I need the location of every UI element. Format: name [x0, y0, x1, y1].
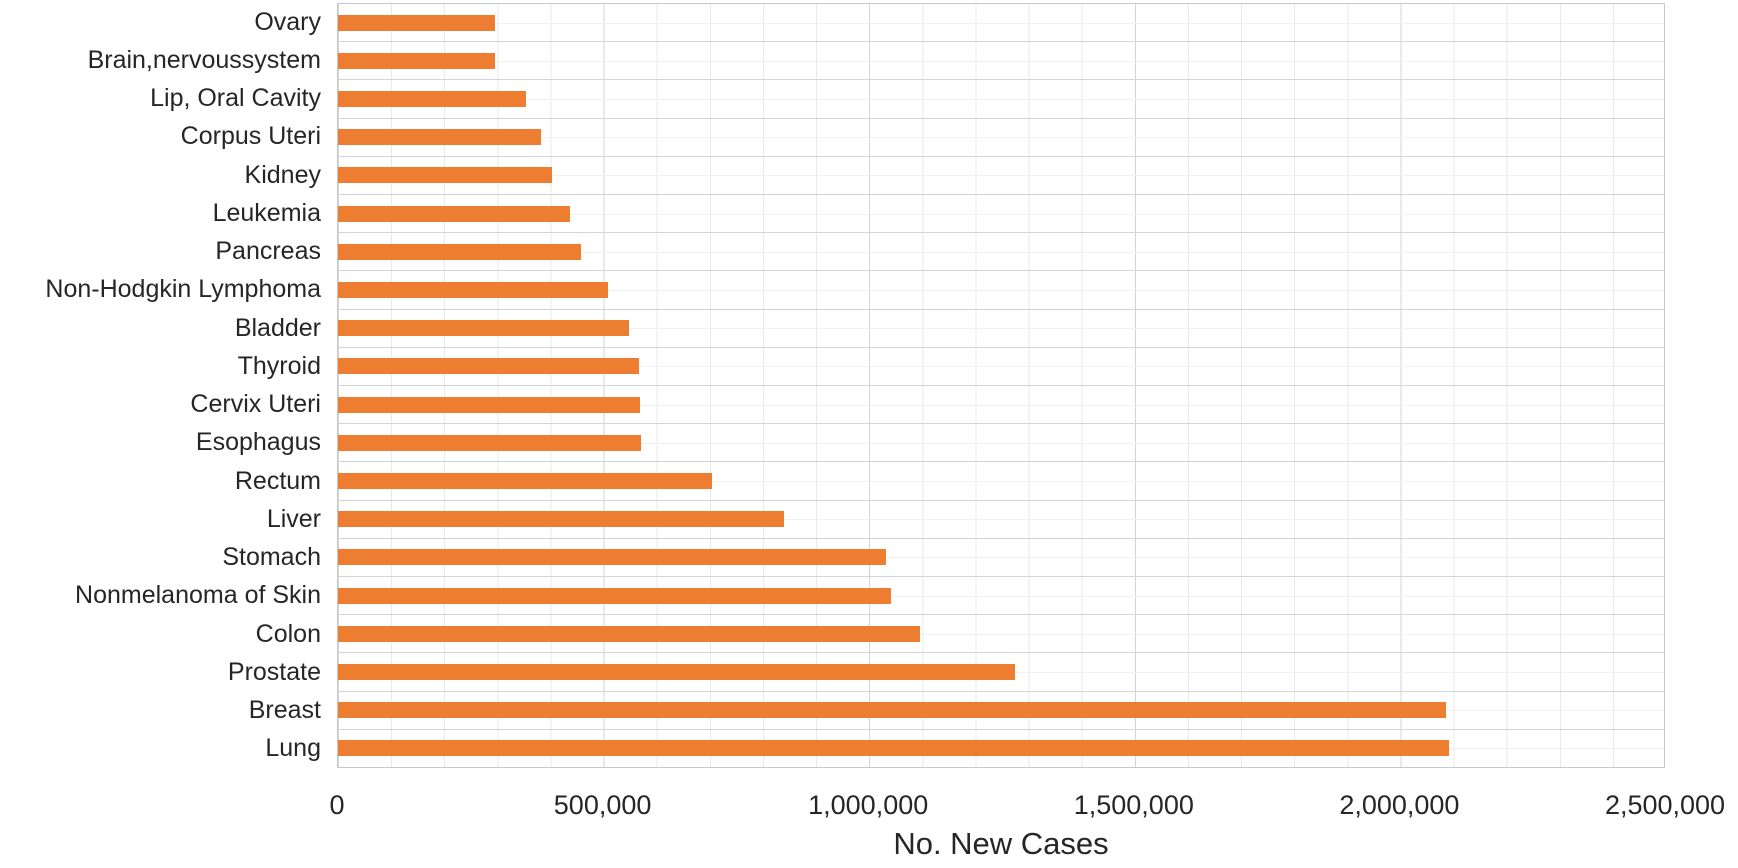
category-label: Liver	[266, 504, 321, 533]
bar	[338, 473, 712, 490]
category-label: Leukemia	[212, 198, 321, 227]
bar	[338, 587, 891, 604]
chart-row	[338, 232, 1664, 270]
category-label: Breast	[248, 696, 321, 725]
chart-row	[338, 385, 1664, 423]
bar	[338, 740, 1449, 757]
category-label: Bladder	[234, 313, 321, 342]
chart-row	[338, 4, 1664, 41]
category-label: Brain,nervoussystem	[87, 45, 321, 74]
category-label: Thyroid	[237, 351, 321, 380]
chart-row	[338, 117, 1664, 156]
x-tick-label: 2,000,000	[1339, 790, 1460, 820]
chart-row	[338, 346, 1664, 385]
chart-row	[338, 728, 1664, 767]
category-label: Pancreas	[215, 237, 321, 266]
chart-row	[338, 576, 1664, 614]
bar	[338, 91, 527, 107]
x-axis-title: No. New Cases	[893, 826, 1109, 861]
chart-row	[338, 537, 1664, 576]
bar	[338, 434, 642, 451]
category-label: Lip, Oral Cavity	[150, 84, 321, 113]
bar	[338, 358, 639, 375]
chart-row	[338, 155, 1664, 194]
x-axis-tick-labels: 0 500,000 1,000,000 1,500,000 2,000,000 2,500…	[329, 783, 1725, 827]
chart-row	[338, 308, 1664, 347]
chart-row	[338, 194, 1664, 232]
category-label: Esophagus	[195, 428, 321, 457]
x-tick-label: 500,000	[553, 790, 652, 820]
x-tick-label: 2,500,000	[1604, 790, 1726, 820]
category-label: Cervix Uteri	[190, 390, 321, 419]
bar	[338, 243, 582, 260]
chart-row	[338, 270, 1664, 308]
category-label: Kidney	[244, 160, 321, 189]
chart-row	[338, 499, 1664, 538]
bar	[338, 320, 630, 337]
bar	[338, 52, 496, 69]
y-axis-labels: Ovary Brain,nervoussystem Lip, Oral Cavity…	[0, 3, 325, 768]
bar	[338, 702, 1446, 719]
chart-row	[338, 79, 1664, 117]
chart-row	[338, 423, 1664, 461]
chart-row	[338, 41, 1664, 79]
category-label: Colon	[255, 619, 321, 648]
category-label: Nonmelanoma of Skin	[75, 581, 321, 610]
chart-row	[338, 461, 1664, 499]
bar	[338, 129, 541, 146]
bar	[338, 396, 641, 413]
chart-row	[338, 652, 1664, 690]
x-tick-label: 1,000,000	[808, 790, 929, 820]
chart-row	[338, 690, 1664, 729]
category-label: Stomach	[222, 543, 321, 572]
bar	[338, 511, 785, 528]
plot-area	[337, 3, 1665, 768]
category-label: Non-Hodgkin Lymphoma	[45, 275, 321, 304]
bar	[338, 664, 1015, 681]
category-label: Prostate	[227, 657, 321, 686]
bar	[338, 167, 552, 184]
bar	[338, 282, 609, 299]
chart-row	[338, 614, 1664, 652]
bar	[338, 14, 495, 31]
bar	[338, 205, 570, 222]
x-tick-label: 1,500,000	[1073, 790, 1194, 820]
category-label: Ovary	[254, 7, 321, 36]
category-label: Rectum	[234, 466, 321, 495]
bar	[338, 549, 887, 566]
x-tick-label: 0	[329, 790, 345, 820]
category-label: Lung	[265, 734, 321, 763]
bar	[338, 625, 920, 642]
category-label: Corpus Uteri	[180, 122, 321, 151]
